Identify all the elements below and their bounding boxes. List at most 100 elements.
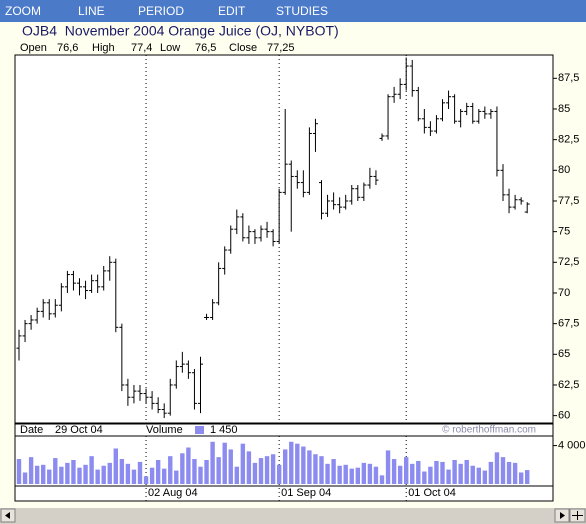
volume-bar bbox=[168, 456, 173, 484]
volume-swatch bbox=[195, 426, 204, 434]
y-tick-label: 85 bbox=[558, 103, 570, 115]
volume-bar bbox=[240, 443, 246, 484]
volume-bar bbox=[385, 450, 391, 484]
volume-value: 1 450 bbox=[210, 424, 238, 436]
arrow-right bbox=[560, 512, 565, 519]
volume-bar bbox=[458, 463, 463, 484]
volume-bar bbox=[149, 467, 155, 484]
volume-bar bbox=[361, 462, 367, 484]
volume-bar bbox=[410, 463, 415, 484]
volume-bar bbox=[506, 461, 512, 484]
volume-bar bbox=[301, 446, 306, 484]
volume-bar bbox=[289, 441, 294, 484]
readout-value: 77,25 bbox=[267, 42, 295, 54]
volume-bar bbox=[222, 442, 227, 484]
date-axis bbox=[14, 485, 554, 502]
readout-label: Open bbox=[20, 42, 47, 54]
readout-label: Close bbox=[229, 42, 257, 54]
volume-bar bbox=[422, 471, 427, 484]
menu-item[interactable]: LINE bbox=[78, 4, 105, 18]
volume-bar bbox=[186, 447, 191, 484]
volume-bar bbox=[391, 459, 397, 484]
volume-bar bbox=[162, 468, 167, 484]
volume-bar bbox=[440, 461, 445, 484]
volume-bar bbox=[331, 459, 336, 484]
menu-item[interactable]: PERIOD bbox=[138, 4, 184, 18]
scrollbar[interactable] bbox=[0, 508, 586, 524]
y-tick-label: 72,5 bbox=[558, 256, 579, 268]
volume-bar bbox=[131, 469, 137, 484]
volume-label: Volume bbox=[146, 424, 183, 436]
menu-item[interactable]: EDIT bbox=[218, 4, 246, 18]
readout-label: Low bbox=[160, 42, 180, 54]
volume-bar bbox=[512, 462, 518, 484]
menu-item[interactable]: ZOOM bbox=[5, 4, 41, 18]
volume-tick-label: 4 000 bbox=[558, 440, 586, 452]
arrow-left bbox=[5, 512, 10, 519]
volume-bar bbox=[22, 472, 28, 484]
y-tick-label: 62,5 bbox=[558, 379, 579, 391]
scroll-track[interactable] bbox=[0, 508, 586, 524]
volume-bar bbox=[500, 457, 506, 484]
volume-bar bbox=[325, 463, 330, 484]
volume-bar bbox=[319, 456, 324, 484]
volume-bar bbox=[210, 441, 215, 484]
volume-bar bbox=[337, 465, 342, 484]
x-tick-label: 01 Oct 04 bbox=[408, 487, 456, 499]
volume-bar bbox=[174, 470, 179, 484]
volume-bar bbox=[307, 450, 312, 484]
volume-bar bbox=[488, 461, 494, 484]
volume-bar bbox=[446, 469, 451, 484]
menu-item[interactable]: STUDIES bbox=[276, 4, 328, 18]
volume-bar bbox=[53, 458, 58, 484]
volume-bar bbox=[313, 454, 318, 484]
volume-bar bbox=[34, 465, 40, 484]
volume-bar bbox=[518, 472, 524, 484]
chart-title: OJB4 November 2004 Orange Juice (OJ, NYB… bbox=[22, 23, 339, 39]
volume-bar bbox=[47, 469, 52, 484]
y-tick-label: 87,5 bbox=[558, 72, 579, 84]
date-label: Date bbox=[20, 424, 43, 436]
readout-value: 76,6 bbox=[57, 42, 78, 54]
y-tick-label: 80 bbox=[558, 164, 570, 176]
volume-bar bbox=[470, 465, 475, 484]
readout-value: 77,4 bbox=[131, 42, 152, 54]
volume-bar bbox=[155, 460, 161, 484]
volume-bar bbox=[101, 465, 106, 484]
volume-bar bbox=[234, 466, 239, 484]
y-tick-label: 75 bbox=[558, 226, 570, 238]
volume-bar bbox=[83, 464, 88, 484]
volume-bar bbox=[252, 462, 258, 484]
volume-bar bbox=[143, 476, 149, 484]
volume-bar bbox=[276, 464, 282, 484]
volume-bar bbox=[434, 460, 439, 484]
price-panel bbox=[14, 54, 554, 424]
y-tick-label: 77,5 bbox=[558, 195, 579, 207]
volume-bar bbox=[270, 454, 276, 484]
volume-bar bbox=[89, 456, 94, 484]
volume-bar bbox=[192, 459, 197, 484]
volume-bar bbox=[264, 456, 270, 484]
y-tick-label: 70 bbox=[558, 287, 570, 299]
readout-value: 76,5 bbox=[195, 42, 216, 54]
date-value: 29 Oct 04 bbox=[55, 424, 103, 436]
y-tick-label: 60 bbox=[558, 410, 570, 422]
volume-bar bbox=[525, 470, 530, 484]
volume-bar bbox=[228, 449, 233, 484]
volume-bar bbox=[28, 457, 34, 484]
volume-bar bbox=[452, 460, 457, 484]
volume-bar bbox=[107, 462, 112, 484]
x-tick-label: 01 Sep 04 bbox=[281, 487, 331, 499]
volume-bar bbox=[379, 475, 385, 484]
y-tick-label: 65 bbox=[558, 348, 570, 360]
volume-bar bbox=[349, 468, 354, 484]
volume-bar bbox=[404, 457, 409, 484]
volume-bar bbox=[476, 467, 481, 484]
volume-bar bbox=[246, 451, 252, 484]
volume-bar bbox=[464, 460, 469, 484]
watermark: © roberthoffman.com bbox=[442, 425, 536, 436]
volume-bar bbox=[204, 460, 209, 484]
volume-bar bbox=[373, 466, 379, 484]
volume-bar bbox=[258, 458, 264, 484]
